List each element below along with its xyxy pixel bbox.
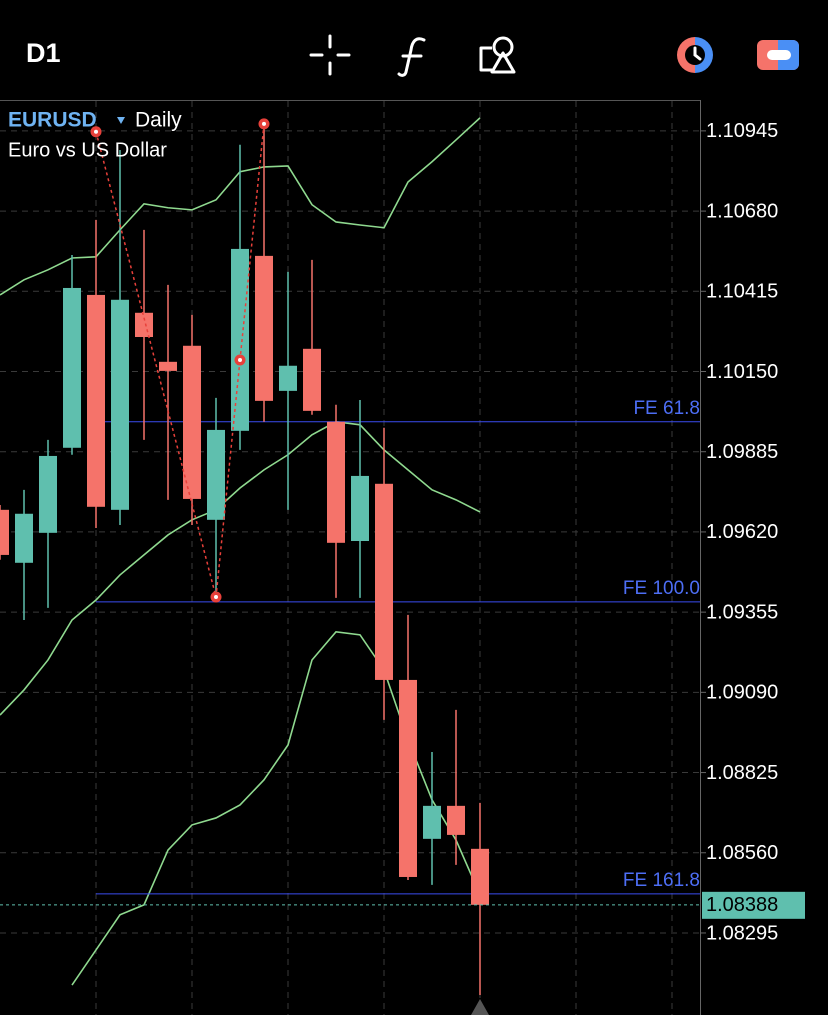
y-tick-label: 1.10680 — [706, 200, 778, 222]
candle-body — [423, 805, 441, 839]
candle-body — [279, 365, 297, 391]
candle-body — [111, 299, 129, 510]
fibo-point-center — [94, 129, 98, 134]
candle-body — [15, 513, 33, 563]
candle-body — [87, 294, 105, 507]
fibo-level-label: FE 61.8 — [633, 398, 700, 419]
candle-body — [183, 345, 201, 499]
toggle-icon[interactable] — [757, 40, 799, 70]
current-bar-marker — [471, 999, 489, 1015]
symbol[interactable]: EURUSD — [8, 109, 97, 132]
candle-body — [375, 483, 393, 680]
y-tick-label: 1.09620 — [706, 521, 778, 543]
fibo-connector — [95, 131, 217, 598]
y-tick-label: 1.08295 — [706, 922, 778, 944]
fibo-point-center — [262, 121, 266, 126]
fibo-connector — [215, 359, 241, 598]
fibo-level-label: FE 161.8 — [623, 870, 700, 891]
symbol-description: Euro vs US Dollar — [8, 139, 167, 161]
candle-body — [447, 805, 465, 835]
y-tick-label: 1.09885 — [706, 441, 778, 463]
candle-body — [159, 361, 177, 371]
y-tick-label: 1.09090 — [706, 682, 778, 704]
candle-body — [207, 429, 225, 520]
crosshair-icon[interactable] — [309, 34, 351, 76]
period: Daily — [135, 109, 182, 132]
last-price-label: 1.08388 — [706, 894, 778, 916]
band-line — [0, 420, 481, 716]
y-tick-label: 1.08560 — [706, 842, 778, 864]
candle-body — [231, 248, 249, 431]
candle-body — [303, 348, 321, 411]
y-tick-label: 1.08825 — [706, 762, 778, 784]
candle-body — [399, 679, 417, 877]
y-tick-label: 1.10415 — [706, 281, 778, 303]
price-axis: 1.10945 1.10680 1.10415 1.10150 1.09885 1.096… — [700, 120, 805, 944]
candle-body — [351, 475, 369, 542]
fibo-point-center — [238, 358, 242, 363]
symbol-info: EURUSD Daily Euro vs US Dollar — [8, 109, 182, 162]
candle-body — [63, 287, 81, 448]
grid-layer — [0, 130, 700, 934]
fibo-level-label: FE 100.0 — [623, 578, 700, 599]
y-tick-label: 1.10945 — [706, 120, 778, 142]
y-tick-label: 1.09355 — [706, 601, 778, 623]
candle-body — [39, 455, 57, 533]
y-tick-label: 1.10150 — [706, 361, 778, 383]
fibo-point-center — [214, 594, 218, 599]
candle-body — [471, 848, 489, 905]
candle-body — [0, 509, 9, 555]
last-price-box — [702, 891, 805, 919]
candle-body — [255, 255, 273, 401]
objects-icon[interactable] — [479, 36, 516, 74]
indicators-icon[interactable] — [397, 37, 426, 77]
timeframe-button[interactable]: D1 — [26, 38, 61, 68]
toolbar: D1 — [26, 34, 799, 77]
candle-body — [135, 312, 153, 337]
trade-icon[interactable] — [677, 37, 713, 73]
candle-body — [327, 421, 345, 543]
symbol-dropdown[interactable] — [117, 117, 125, 124]
plot-area — [0, 117, 700, 996]
